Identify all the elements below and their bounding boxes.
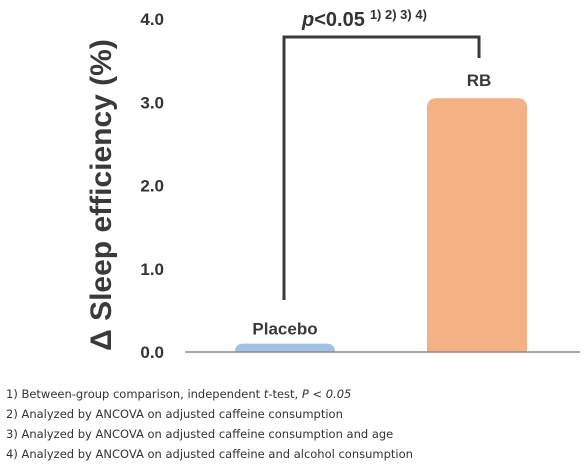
y-tick-label: 2.0 [140, 177, 164, 196]
significance-bracket [282, 35, 481, 300]
significance-value: <0.05 [314, 9, 365, 31]
footnotes: 1) Between-group comparison, independent… [6, 384, 413, 464]
y-axis-ticks: 0.0 1.0 2.0 3.0 4.0 [140, 10, 164, 362]
y-axis-label: Δ Sleep efficiency (%) [85, 39, 118, 351]
footnote-1-text: 1) Between-group comparison, independent… [6, 387, 352, 401]
footnote-3: 3) Analyzed by ANCOVA on adjusted caffei… [6, 427, 394, 441]
y-tick-label: 0.0 [140, 343, 164, 362]
significance-label: p<0.05 1) 2) 3) 4) [301, 7, 427, 31]
y-tick-label: 4.0 [140, 10, 164, 29]
footnote-4: 4) Analyzed by ANCOVA on adjusted caffei… [6, 447, 413, 461]
bar-rb [427, 98, 527, 353]
bar-placebo [235, 343, 335, 352]
bars [235, 98, 527, 353]
bar-chart: Δ Sleep efficiency (%) 0.0 1.0 2.0 3.0 4.0 P… [85, 7, 580, 362]
bar-labels: Placebo RB [252, 71, 491, 339]
footnote-1: 1) Between-group comparison, independent… [6, 384, 413, 404]
bar-label-rb: RB [467, 71, 492, 90]
bar-label-placebo: Placebo [252, 320, 317, 339]
footnote-2: 2) Analyzed by ANCOVA on adjusted caffei… [6, 407, 343, 421]
significance-footnote-refs: 1) 2) 3) 4) [370, 7, 427, 22]
y-tick-label: 3.0 [140, 93, 164, 112]
y-tick-label: 1.0 [140, 260, 164, 279]
